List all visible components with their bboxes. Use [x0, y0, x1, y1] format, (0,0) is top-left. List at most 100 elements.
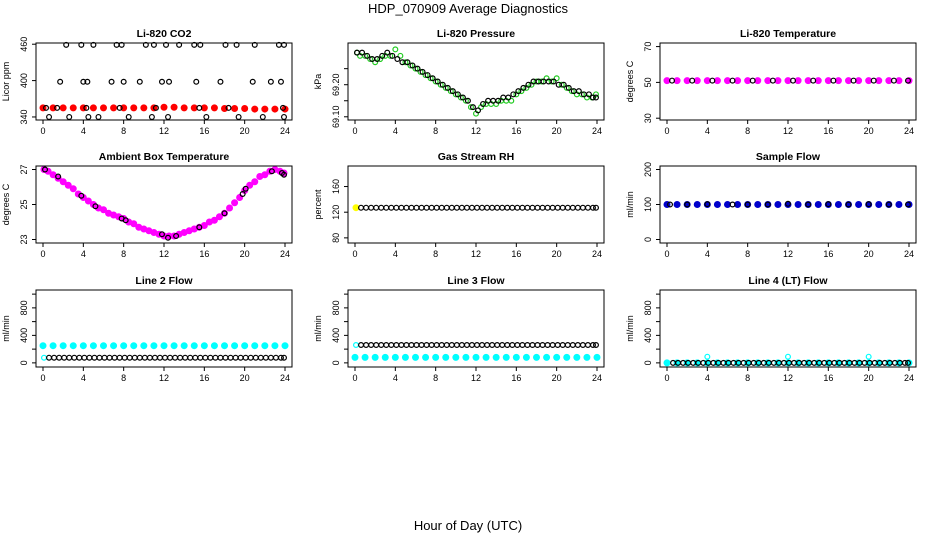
x-tick-label: 12 [471, 126, 481, 136]
data-point [363, 342, 370, 349]
y-tick-label: 460 [19, 37, 29, 52]
data-point [474, 204, 481, 211]
y-tick-label: 27 [19, 164, 29, 174]
data-point [399, 59, 406, 66]
data-point [172, 354, 179, 361]
data-point [543, 353, 551, 361]
data-point [271, 105, 279, 113]
data-point [875, 201, 883, 208]
x-tick-label: 24 [904, 373, 914, 383]
data-point [549, 204, 556, 211]
data-point [592, 94, 599, 101]
data-point [242, 185, 249, 192]
x-tick-label: 20 [552, 249, 562, 259]
data-point [351, 353, 359, 361]
data-point [277, 78, 284, 85]
panel-title: Sample Flow [756, 151, 821, 163]
x-tick-label: 16 [511, 126, 521, 136]
data-point [845, 201, 852, 208]
data-point [251, 105, 259, 113]
data-point [667, 201, 674, 208]
data-point [574, 204, 581, 211]
data-point [403, 342, 410, 349]
data-point [173, 233, 180, 240]
data-point [46, 113, 53, 120]
x-tick-label: 24 [592, 249, 602, 259]
data-point [794, 201, 802, 208]
data-point [584, 342, 591, 349]
data-point [150, 342, 158, 350]
data-point [514, 204, 521, 211]
data-point [454, 91, 461, 98]
data-point [374, 56, 381, 63]
data-point [553, 75, 560, 82]
data-point [231, 342, 239, 350]
data-point [136, 78, 143, 85]
x-tick-label: 12 [783, 373, 793, 383]
data-point [489, 342, 496, 349]
data-point [71, 354, 78, 361]
data-point [472, 353, 480, 361]
plot-frame [35, 165, 293, 244]
data-point [130, 104, 138, 112]
data-point [116, 104, 123, 111]
data-point [559, 204, 566, 211]
panel-title: Ambient Box Temperature [99, 151, 230, 163]
y-axis-label: ml/min [313, 315, 323, 342]
data-point [69, 185, 77, 193]
y-tick-label: 400 [331, 328, 341, 343]
data-point [482, 353, 490, 361]
data-point [569, 204, 576, 211]
x-tick-label: 16 [199, 249, 209, 259]
x-tick-label: 8 [745, 373, 750, 383]
data-point [589, 204, 596, 211]
x-tick-label: 4 [81, 249, 86, 259]
x-tick-label: 4 [705, 126, 710, 136]
data-point [227, 354, 234, 361]
x-tick-label: 8 [745, 249, 750, 259]
data-point [84, 78, 91, 85]
x-tick-label: 16 [511, 373, 521, 383]
y-tick-label: 70 [643, 42, 653, 52]
x-tick-label: 24 [280, 373, 290, 383]
data-point [277, 354, 284, 361]
data-point [393, 342, 400, 349]
data-point [373, 204, 380, 211]
x-tick-label: 0 [352, 373, 357, 383]
y-tick-label: 160 [331, 179, 341, 194]
data-point [564, 204, 571, 211]
y-tick-label: 0 [643, 237, 653, 242]
x-tick-label: 12 [159, 373, 169, 383]
data-point [519, 342, 526, 349]
data-point [280, 354, 287, 361]
x-tick-label: 20 [864, 126, 874, 136]
data-point [196, 104, 203, 111]
data-point [457, 94, 464, 101]
data-point [121, 354, 128, 361]
data-point [160, 342, 168, 350]
data-point [514, 342, 521, 349]
data-point [453, 342, 460, 349]
data-point [268, 168, 275, 175]
x-tick-label: 4 [81, 126, 86, 136]
data-point [403, 204, 410, 211]
data-point [239, 191, 246, 198]
data-point [474, 342, 481, 349]
data-point [464, 97, 471, 104]
data-point [855, 201, 863, 208]
data-point [191, 41, 198, 48]
data-point [409, 62, 416, 69]
data-point [158, 231, 165, 238]
y-axis-label: ml/min [625, 315, 635, 342]
x-tick-label: 8 [433, 373, 438, 383]
data-point [217, 354, 224, 361]
data-point [452, 353, 460, 361]
data-point [39, 342, 47, 350]
data-point [197, 354, 204, 361]
x-tick-label: 0 [40, 373, 45, 383]
x-tick-label: 12 [471, 249, 481, 259]
data-point [418, 342, 425, 349]
data-point [156, 354, 163, 361]
